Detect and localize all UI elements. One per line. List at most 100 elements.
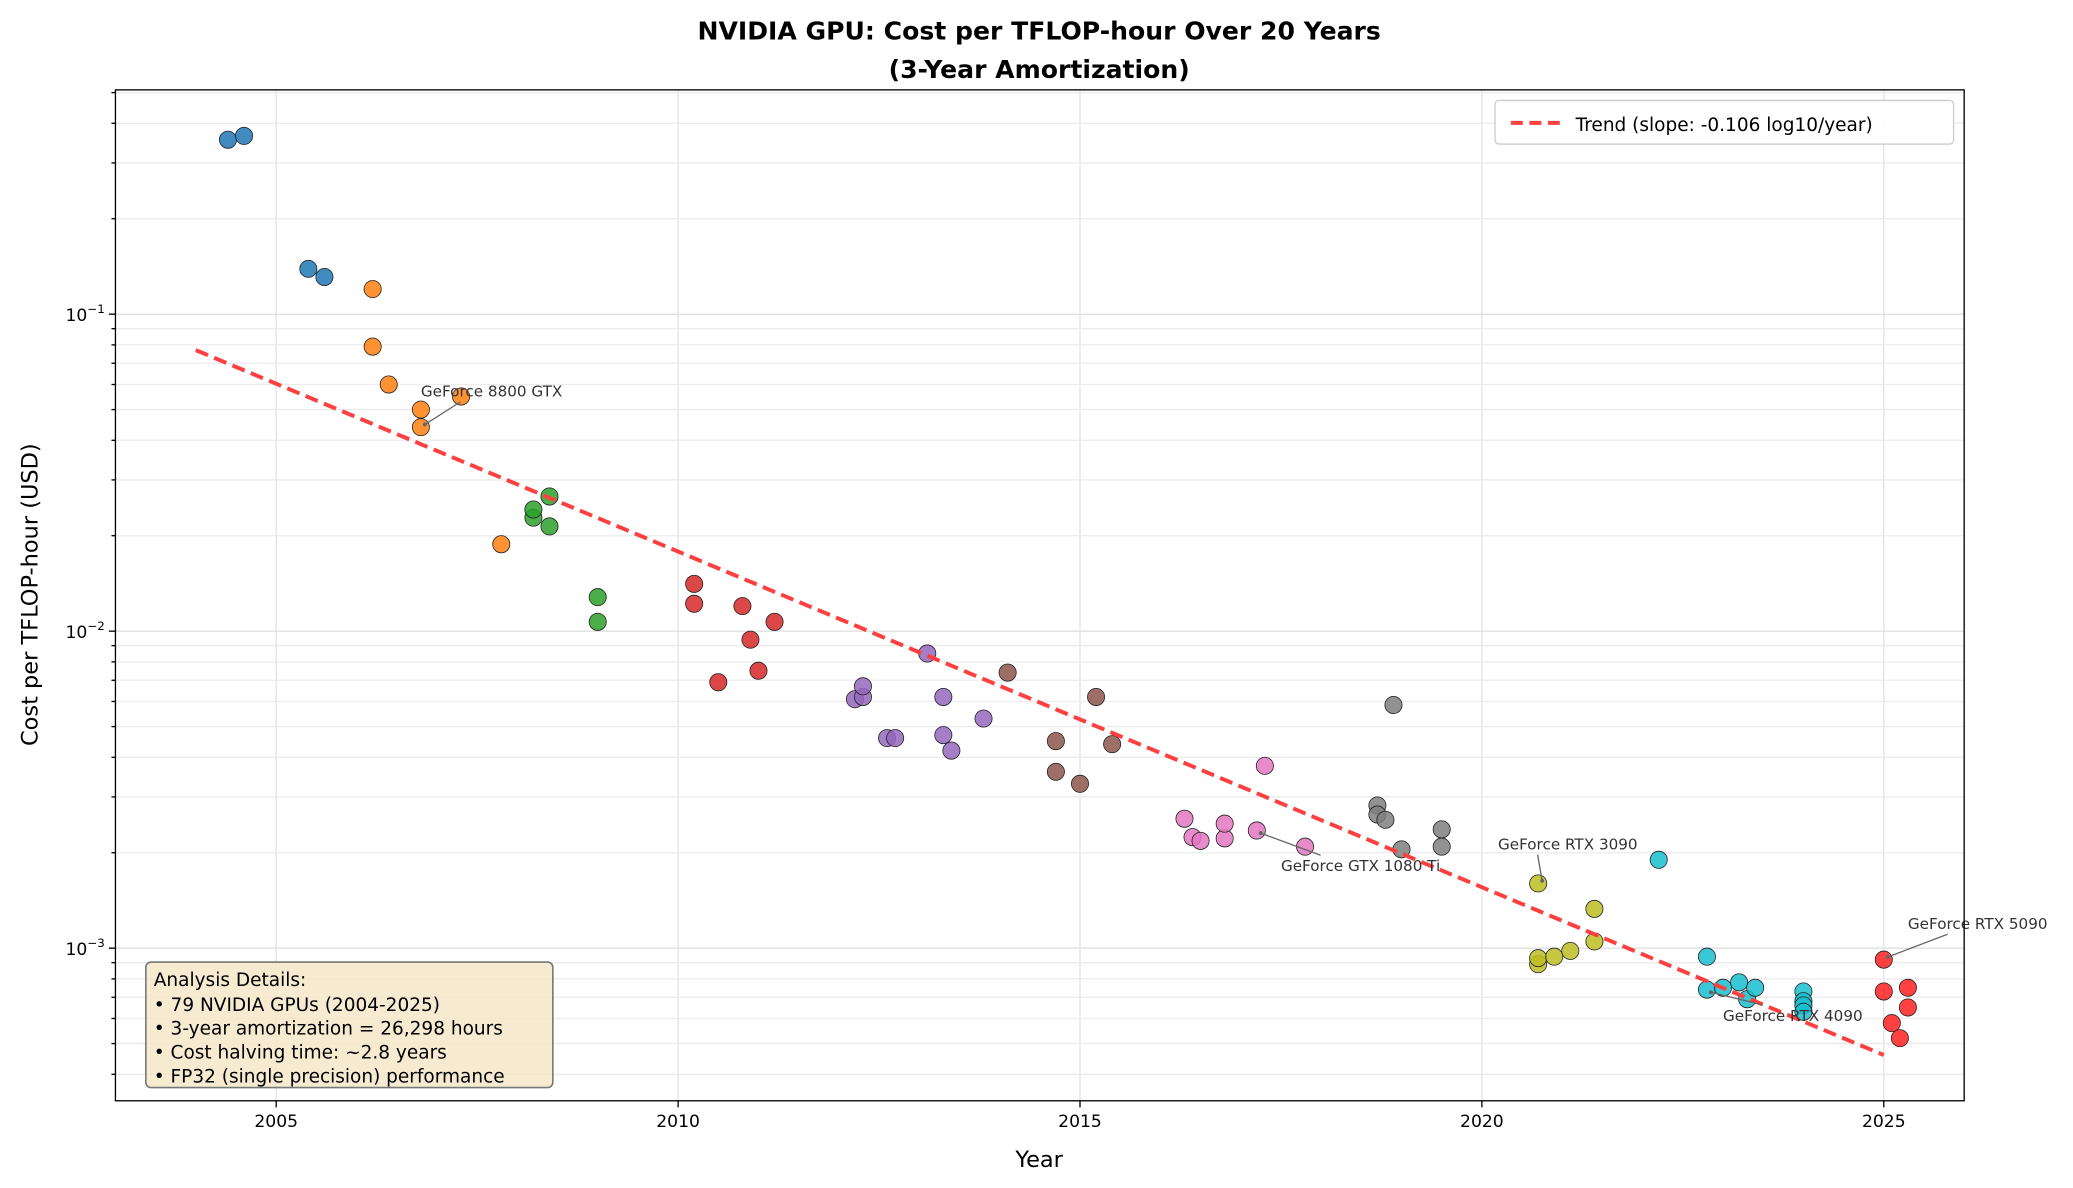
data-point (1697, 980, 1716, 999)
y-axis-label: Cost per TFLOP-hour (USD) (17, 443, 43, 746)
data-point (1649, 850, 1668, 869)
annotation-arrow (1710, 991, 1763, 1006)
legend-box (1494, 99, 1955, 145)
data-point (942, 741, 961, 760)
annotation-arrowhead (422, 422, 427, 427)
data-point (1874, 950, 1893, 969)
data-point (299, 259, 318, 278)
data-point (886, 729, 905, 748)
data-point (1585, 899, 1604, 918)
y-tick-label: 10−3 (66, 936, 105, 960)
data-point (1432, 820, 1451, 839)
x-tick-label: 2015 (1058, 1112, 1102, 1132)
trend-line (195, 348, 1885, 1057)
data-point (363, 280, 382, 299)
chart-title-line2: (3-Year Amortization) (889, 55, 1190, 84)
data-point (749, 661, 768, 680)
data-point (1046, 762, 1065, 781)
annotation-label: GeForce GTX 1080 Ti (1281, 857, 1440, 875)
data-point (452, 387, 471, 406)
data-point (1746, 978, 1765, 997)
data-point (1191, 831, 1210, 850)
data-point (588, 612, 607, 631)
data-point (1175, 809, 1194, 828)
annotation-label: GeForce RTX 4090 (1723, 1007, 1863, 1025)
annotation-arrow (1260, 832, 1321, 856)
annotation-label: GeForce RTX 3090 (1498, 835, 1638, 853)
data-point (588, 588, 607, 607)
annotation-arrow (1887, 933, 1948, 958)
trend-line-segment (195, 348, 1885, 1057)
data-point (1890, 1029, 1909, 1048)
data-point (1529, 874, 1548, 893)
legend: Trend (slope: -0.106 log10/year) (1494, 99, 1955, 145)
data-point (540, 517, 559, 536)
data-point (1376, 810, 1395, 829)
data-point (1794, 1002, 1813, 1021)
data-point (379, 375, 398, 394)
data-point (1087, 687, 1106, 706)
chart-title-line1: NVIDIA GPU: Cost per TFLOP-hour Over 20 … (697, 17, 1380, 46)
data-point (411, 418, 430, 437)
data-point (1730, 973, 1749, 992)
data-point (685, 574, 704, 593)
data-point (1215, 814, 1234, 833)
data-point (853, 677, 872, 696)
data-point (1545, 947, 1564, 966)
info-box-background (145, 961, 554, 1089)
data-point (1529, 949, 1548, 968)
data-point (1882, 1014, 1901, 1033)
annotation-arrowhead (1708, 990, 1713, 995)
data-point (1103, 735, 1122, 754)
data-point (934, 687, 953, 706)
data-point (363, 337, 382, 356)
data-point (524, 500, 543, 519)
info-box: Analysis Details: • 79 NVIDIA GPUs (2004… (145, 961, 554, 1089)
data-point (765, 612, 784, 631)
annotation-arrowhead (1258, 831, 1263, 836)
y-tick-label: 10−1 (66, 302, 105, 326)
data-point (1071, 774, 1089, 793)
data-point (1874, 982, 1893, 1001)
annotation-arrow (424, 401, 461, 426)
data-point (315, 267, 334, 286)
data-point (1697, 947, 1716, 966)
plot-frame (114, 89, 1965, 1102)
annotation-arrowhead (1885, 955, 1890, 959)
y-tick-label: 10−2 (66, 619, 105, 643)
data-point (1432, 837, 1451, 856)
data-point (1384, 695, 1403, 714)
info-box-title: Analysis Details: (154, 970, 306, 991)
data-point (1255, 756, 1274, 775)
data-point (974, 709, 993, 728)
x-tick-label: 2020 (1460, 1112, 1504, 1132)
x-tick-label: 2010 (656, 1112, 700, 1132)
data-point (218, 130, 237, 149)
x-axis-label: Year (1014, 1147, 1063, 1173)
data-point (733, 597, 752, 616)
annotation-arrow (1536, 854, 1543, 881)
data-point (685, 594, 704, 613)
data-point (934, 726, 953, 745)
data-point (1898, 998, 1917, 1017)
data-point (1561, 941, 1580, 960)
data-point (411, 400, 430, 419)
data-point (709, 673, 728, 692)
data-point (235, 126, 254, 145)
info-box-line: • 3-year amortization = 26,298 hours (154, 1019, 503, 1040)
data-point (998, 663, 1017, 682)
annotation-label: GeForce RTX 5090 (1908, 915, 2048, 933)
x-tick-label: 2025 (1862, 1112, 1906, 1132)
annotations: GeForce 8800 GTX GeForce GTX 1080 Ti GeFor… (421, 382, 2048, 1024)
axis-ticks: 2005 2010 2015 2020 2025 10−1 10−2 10−3 (66, 91, 1906, 1132)
data-point (1247, 821, 1266, 840)
info-box-line: • Cost halving time: ~2.8 years (154, 1042, 447, 1063)
data-point (1046, 732, 1065, 751)
data-point (492, 535, 511, 554)
info-box-line: • FP32 (single precision) performance (154, 1066, 505, 1087)
grid (115, 89, 1965, 1101)
annotation-arrowhead (1540, 878, 1545, 883)
scatter-points (218, 126, 1917, 1048)
annotation-label: GeForce 8800 GTX (421, 382, 562, 400)
